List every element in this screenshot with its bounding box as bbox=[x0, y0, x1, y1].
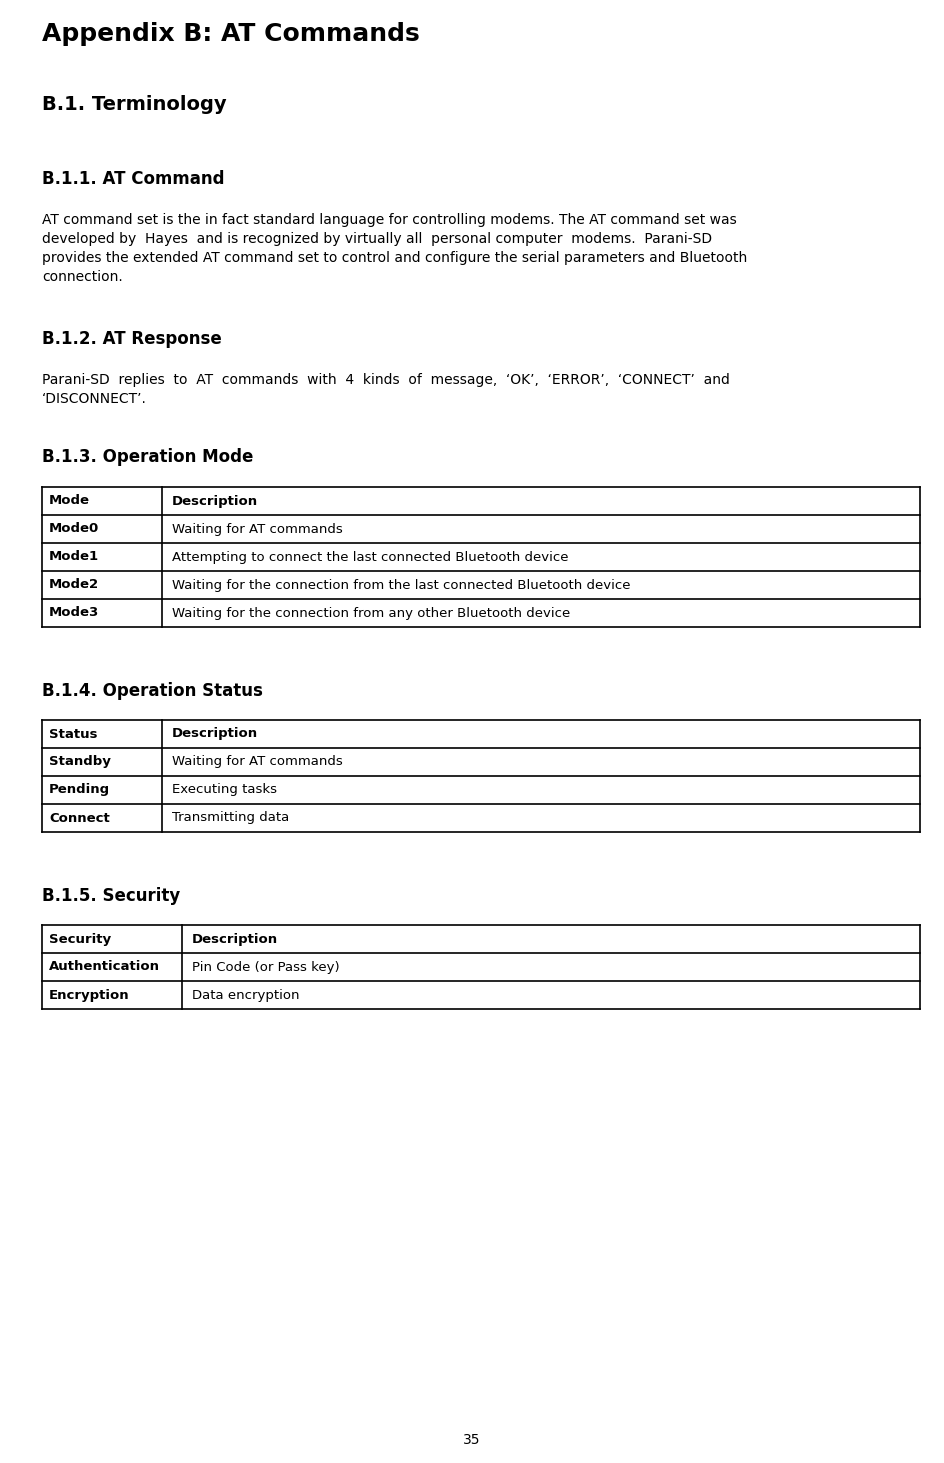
Text: Description: Description bbox=[192, 932, 278, 945]
Text: B.1.3. Operation Mode: B.1.3. Operation Mode bbox=[42, 448, 253, 467]
Text: Description: Description bbox=[172, 494, 258, 508]
Text: Attempting to connect the last connected Bluetooth device: Attempting to connect the last connected… bbox=[172, 550, 568, 563]
Text: Data encryption: Data encryption bbox=[192, 989, 299, 1002]
Text: Status: Status bbox=[49, 727, 97, 740]
Text: Mode3: Mode3 bbox=[49, 607, 99, 619]
Text: Standby: Standby bbox=[49, 755, 110, 768]
Text: developed by  Hayes  and is recognized by virtually all  personal computer  mode: developed by Hayes and is recognized by … bbox=[42, 233, 712, 246]
Text: Security: Security bbox=[49, 932, 111, 945]
Text: Mode: Mode bbox=[49, 494, 90, 508]
Text: AT command set is the in fact standard language for controlling modems. The AT c: AT command set is the in fact standard l… bbox=[42, 214, 736, 227]
Text: Pending: Pending bbox=[49, 784, 110, 796]
Text: B.1.1. AT Command: B.1.1. AT Command bbox=[42, 170, 225, 189]
Text: ‘DISCONNECT’.: ‘DISCONNECT’. bbox=[42, 392, 147, 407]
Text: B.1. Terminology: B.1. Terminology bbox=[42, 95, 227, 114]
Text: Description: Description bbox=[172, 727, 258, 740]
Text: Encryption: Encryption bbox=[49, 989, 129, 1002]
Text: Mode1: Mode1 bbox=[49, 550, 99, 563]
Text: Transmitting data: Transmitting data bbox=[172, 812, 289, 825]
Text: provides the extended AT command set to control and configure the serial paramet: provides the extended AT command set to … bbox=[42, 252, 748, 265]
Text: Pin Code (or Pass key): Pin Code (or Pass key) bbox=[192, 961, 340, 973]
Text: Appendix B: AT Commands: Appendix B: AT Commands bbox=[42, 22, 420, 45]
Text: Waiting for the connection from the last connected Bluetooth device: Waiting for the connection from the last… bbox=[172, 578, 631, 591]
Text: Mode0: Mode0 bbox=[49, 522, 99, 535]
Text: B.1.5. Security: B.1.5. Security bbox=[42, 887, 180, 906]
Text: Waiting for the connection from any other Bluetooth device: Waiting for the connection from any othe… bbox=[172, 607, 570, 619]
Text: Waiting for AT commands: Waiting for AT commands bbox=[172, 755, 343, 768]
Text: B.1.4. Operation Status: B.1.4. Operation Status bbox=[42, 682, 262, 699]
Text: Connect: Connect bbox=[49, 812, 110, 825]
Text: Authentication: Authentication bbox=[49, 961, 160, 973]
Text: 35: 35 bbox=[464, 1432, 480, 1447]
Text: connection.: connection. bbox=[42, 271, 123, 284]
Text: Parani-SD  replies  to  AT  commands  with  4  kinds  of  message,  ‘OK’,  ‘ERRO: Parani-SD replies to AT commands with 4 … bbox=[42, 373, 730, 388]
Text: Mode2: Mode2 bbox=[49, 578, 99, 591]
Text: B.1.2. AT Response: B.1.2. AT Response bbox=[42, 331, 222, 348]
Text: Waiting for AT commands: Waiting for AT commands bbox=[172, 522, 343, 535]
Text: Executing tasks: Executing tasks bbox=[172, 784, 277, 796]
